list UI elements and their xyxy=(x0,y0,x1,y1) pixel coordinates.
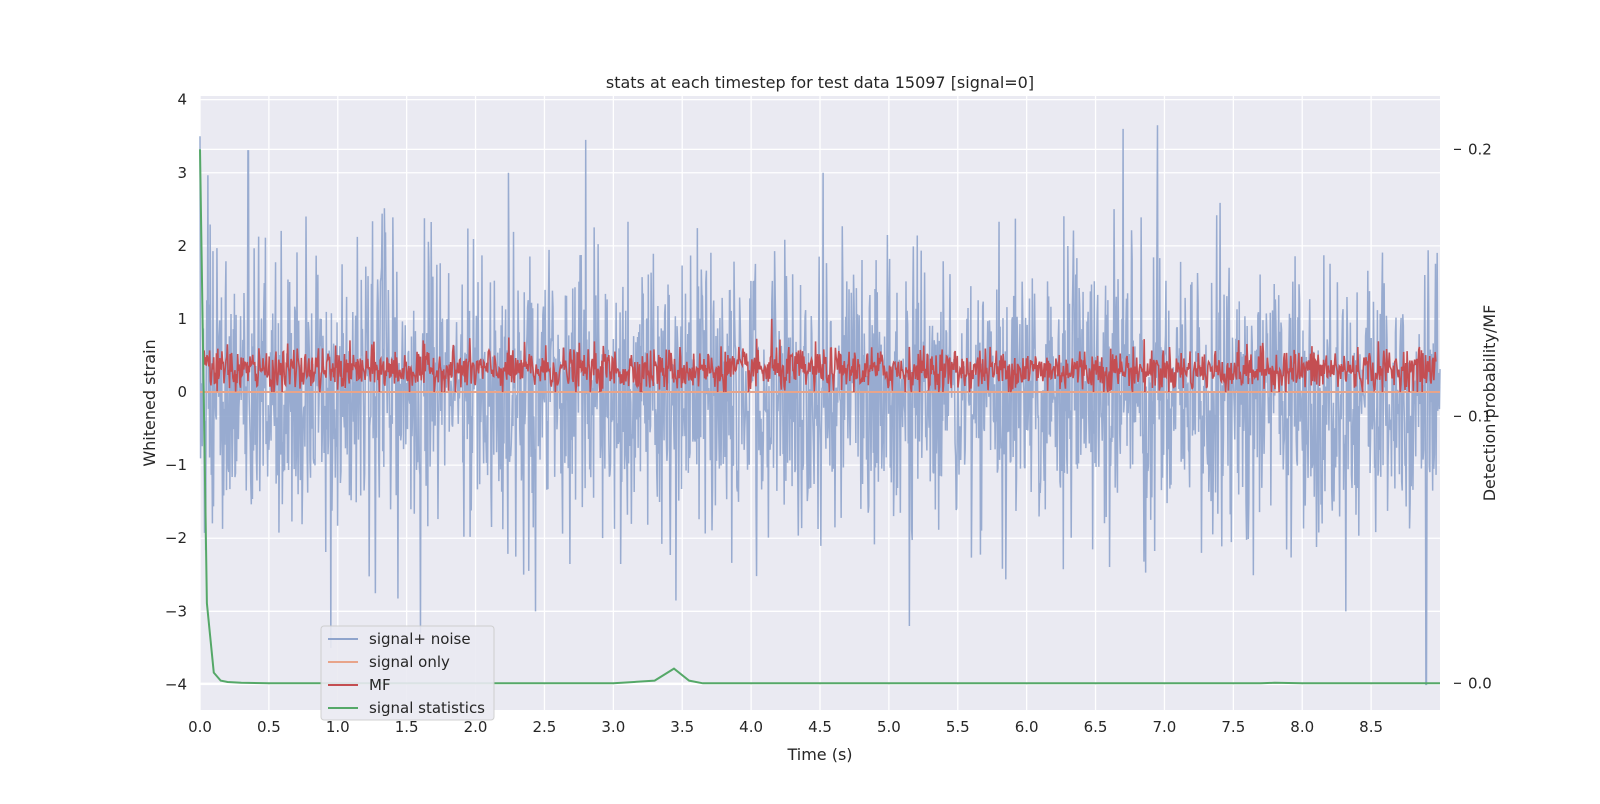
y2-axis-label: Detection probability/MF xyxy=(1480,305,1499,502)
x-tick-label: 0.5 xyxy=(257,718,281,736)
legend-label-signal-statistics: signal statistics xyxy=(369,699,485,717)
legend: signal+ noise signal only MF signal stat… xyxy=(320,625,495,721)
x-tick-label: 6.0 xyxy=(1015,718,1039,736)
y2-tick-label: 0.2 xyxy=(1468,140,1492,158)
x-axis-label: Time (s) xyxy=(786,745,852,764)
x-tick-label: 4.5 xyxy=(808,718,832,736)
x-tick-label: 2.0 xyxy=(464,718,488,736)
y-tick-label: 3 xyxy=(177,164,187,182)
y-tick-label: 1 xyxy=(177,310,187,328)
legend-label-signal-noise: signal+ noise xyxy=(369,630,471,648)
x-tick-label: 5.5 xyxy=(946,718,970,736)
x-tick-label: 3.5 xyxy=(670,718,694,736)
series-layer xyxy=(199,125,1441,686)
y-tick-label: −4 xyxy=(165,675,187,693)
y-tick-label: −1 xyxy=(165,456,187,474)
x-tick-label: 3.0 xyxy=(601,718,625,736)
x-tick-label: 1.0 xyxy=(326,718,350,736)
x-tick-label: 1.5 xyxy=(395,718,419,736)
ticks: 0.0 0.5 1.0 1.5 2.0 2.5 3.0 3.5 4.0 4.5 5.0 5.5 6.0 6… xyxy=(165,91,1492,736)
x-tick-label: 8.5 xyxy=(1359,718,1383,736)
y-tick-label: −2 xyxy=(165,529,187,547)
x-tick-label: 7.0 xyxy=(1153,718,1177,736)
x-tick-label: 0.0 xyxy=(188,718,212,736)
x-tick-label: 2.5 xyxy=(533,718,557,736)
x-tick-label: 4.0 xyxy=(739,718,763,736)
series-signal-noise xyxy=(199,125,1441,686)
legend-box xyxy=(320,625,495,721)
legend-label-mf: MF xyxy=(369,676,391,694)
y-tick-label: −3 xyxy=(165,602,187,620)
series-signal-statistics xyxy=(199,149,1440,685)
x-tick-label: 5.0 xyxy=(877,718,901,736)
x-tick-label: 6.5 xyxy=(1084,718,1108,736)
y2-tick-label: 0.0 xyxy=(1468,674,1492,692)
series-mf xyxy=(203,318,1437,393)
legend-label-signal-only: signal only xyxy=(369,653,450,671)
y2-tick-label: 0.1 xyxy=(1468,407,1492,425)
x-tick-label: 7.5 xyxy=(1221,718,1245,736)
chart-title: stats at each timestep for test data 150… xyxy=(606,73,1034,92)
x-tick-label: 8.0 xyxy=(1290,718,1314,736)
y-tick-label: 2 xyxy=(177,237,187,255)
y-tick-label: 4 xyxy=(177,91,187,109)
y-axis-label: Whitened strain xyxy=(140,339,159,466)
y-tick-label: 0 xyxy=(177,383,187,401)
